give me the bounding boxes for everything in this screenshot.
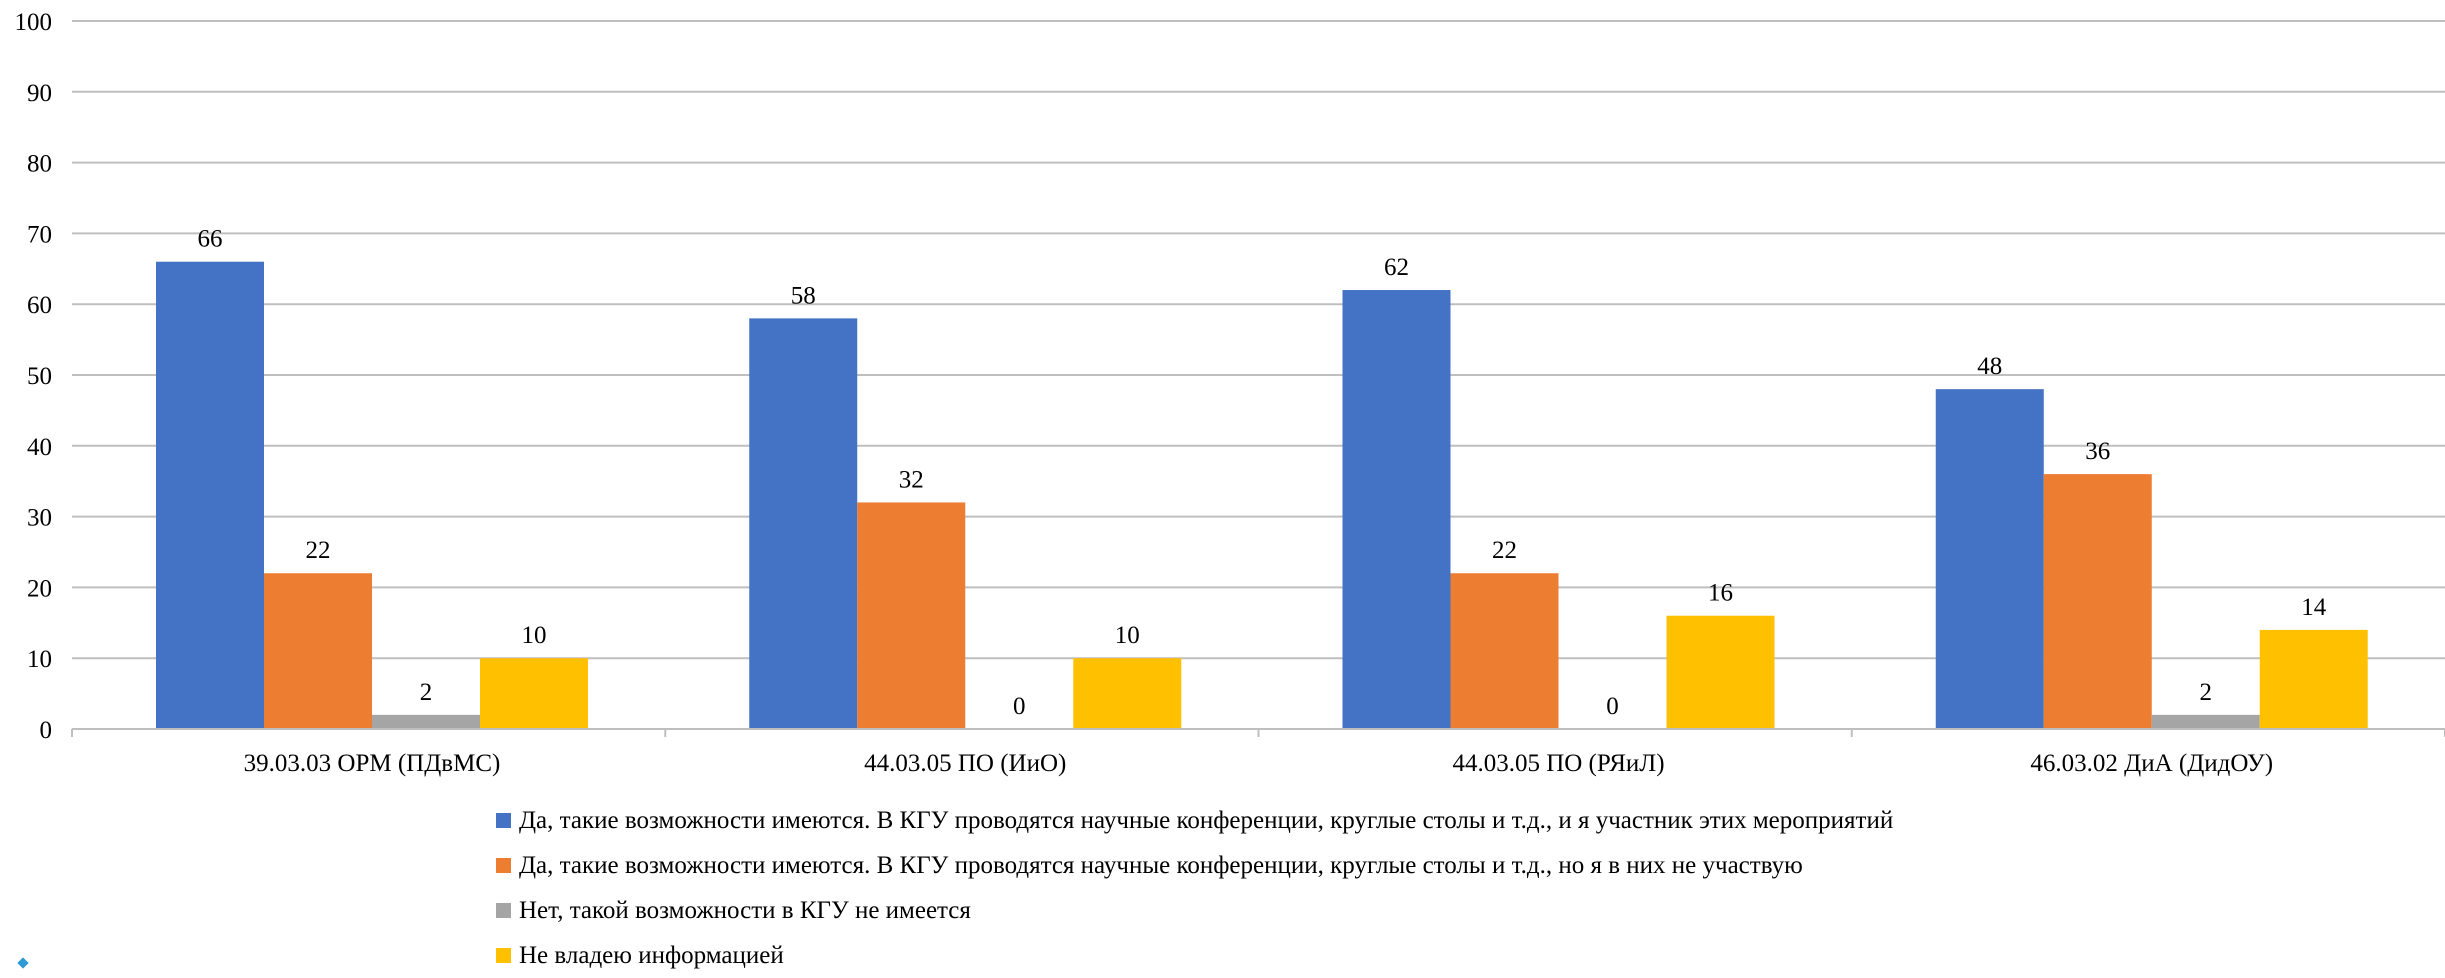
data-label: 2 bbox=[2200, 679, 2213, 706]
bar bbox=[264, 573, 372, 729]
y-tick-label: 40 bbox=[27, 434, 52, 461]
data-label: 22 bbox=[1492, 537, 1517, 564]
data-label: 10 bbox=[1115, 622, 1140, 649]
bar bbox=[156, 261, 264, 729]
data-label: 36 bbox=[2085, 438, 2110, 465]
data-label: 66 bbox=[198, 226, 223, 253]
data-label: 32 bbox=[899, 466, 924, 493]
legend-label: Да, такие возможности имеются. В КГУ про… bbox=[519, 807, 1894, 834]
legend-swatch-series-4 bbox=[496, 948, 511, 963]
bar bbox=[857, 502, 966, 729]
legend-label: Да, такие возможности имеются. В КГУ про… bbox=[519, 852, 1803, 879]
data-label: 0 bbox=[1606, 693, 1619, 720]
x-category-label: 44.03.05 ПО (РЯиЛ) bbox=[1452, 750, 1664, 777]
legend-label: Не владею информацией bbox=[519, 942, 784, 969]
bar bbox=[749, 318, 858, 729]
bar bbox=[372, 714, 480, 729]
y-tick-label: 100 bbox=[15, 9, 53, 36]
legend: Да, такие возможности имеются. В КГУ про… bbox=[496, 798, 2396, 978]
bar bbox=[2043, 474, 2152, 729]
data-label: 16 bbox=[1708, 580, 1733, 607]
y-tick-label: 50 bbox=[27, 363, 52, 390]
y-tick-label: 70 bbox=[27, 221, 52, 248]
bar bbox=[480, 658, 588, 729]
y-tick-label: 60 bbox=[27, 292, 52, 319]
x-category-label: 46.03.02 ДиА (ДидОУ) bbox=[2030, 750, 2273, 777]
bar bbox=[1450, 573, 1559, 729]
bar bbox=[2259, 629, 2368, 729]
data-label: 62 bbox=[1384, 254, 1409, 281]
bar bbox=[1073, 658, 1182, 729]
y-tick-label: 20 bbox=[27, 575, 52, 602]
legend-item: Да, такие возможности имеются. В КГУ про… bbox=[496, 798, 2396, 843]
data-label: 48 bbox=[1977, 353, 2002, 380]
legend-item: Не владею информацией bbox=[496, 933, 2396, 978]
data-label: 22 bbox=[306, 537, 331, 564]
y-tick-label: 30 bbox=[27, 505, 52, 532]
data-label: 14 bbox=[2301, 594, 2327, 621]
y-tick-label: 90 bbox=[27, 80, 52, 107]
bar bbox=[1666, 615, 1775, 729]
legend-item: Да, такие возможности имеются. В КГУ про… bbox=[496, 843, 2396, 888]
legend-swatch-series-3 bbox=[496, 903, 511, 918]
data-label: 10 bbox=[522, 622, 547, 649]
bar bbox=[1342, 290, 1451, 729]
legend-label: Нет, такой возможности в КГУ не имеется bbox=[519, 897, 971, 924]
legend-swatch-series-1 bbox=[496, 813, 511, 828]
x-category-label: 39.03.03 ОРМ (ПДвМС) bbox=[244, 750, 501, 777]
bar bbox=[2151, 714, 2260, 729]
y-tick-label: 80 bbox=[27, 151, 52, 178]
legend-swatch-series-2 bbox=[496, 858, 511, 873]
x-category-label: 44.03.05 ПО (ИиО) bbox=[864, 750, 1066, 777]
data-label: 58 bbox=[791, 282, 816, 309]
bar bbox=[1935, 389, 2044, 729]
data-label: 0 bbox=[1013, 693, 1026, 720]
data-label: 2 bbox=[420, 679, 433, 706]
legend-item: Нет, такой возможности в КГУ не имеется bbox=[496, 888, 2396, 933]
y-tick-label: 10 bbox=[27, 646, 52, 673]
y-tick-label: 0 bbox=[40, 717, 53, 744]
